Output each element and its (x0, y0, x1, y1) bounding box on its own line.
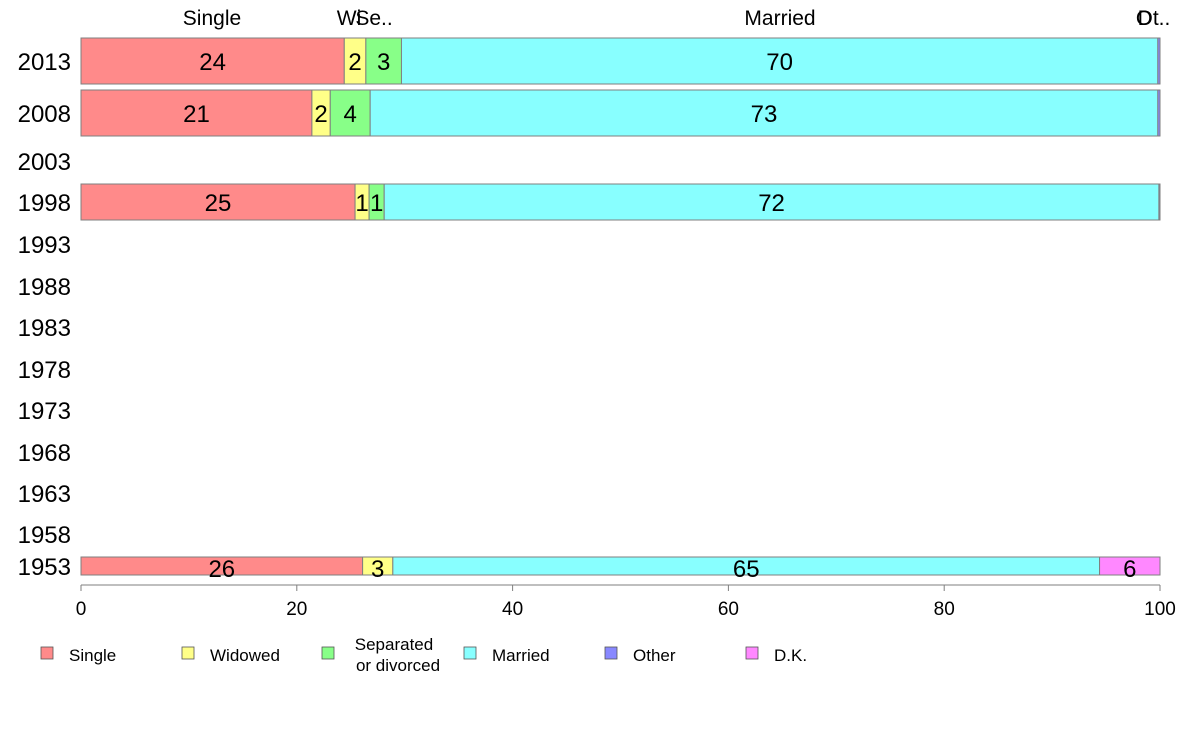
top-label-wi: Wi (337, 7, 362, 30)
bar-1998-married (383, 183, 1160, 221)
year-label-1963: 1963 (18, 481, 71, 508)
legend-label: D.K. (774, 646, 807, 665)
legend-label: Widowed (210, 646, 280, 665)
data-label-1998-married: 72 (758, 190, 785, 217)
bar-1998-other (1158, 183, 1161, 221)
x-tick-label-0: 0 (76, 599, 87, 620)
data-label-2013-single: 24 (199, 49, 226, 76)
legend-item-married: Married (463, 646, 550, 665)
year-label-2008: 2008 (18, 101, 71, 128)
legend-swatch-d-k (745, 646, 759, 660)
x-tick-label-60: 60 (718, 599, 739, 620)
legend-label: Married (492, 646, 550, 665)
bar-2013-single (80, 37, 345, 85)
year-axis-labels: 2013 2008 2003 1998 1993 1988 1983 1978 1973 1968… (18, 49, 71, 581)
top-label-se: Se.. (355, 7, 392, 30)
legend-swatch-single (40, 646, 54, 660)
legend-label: Other (633, 646, 676, 665)
data-label-2008-separated-or-divorced: 4 (344, 101, 357, 128)
legend-swatch-separated-or-divorced (321, 646, 335, 660)
year-label-1978: 1978 (18, 357, 71, 384)
year-label-1983: 1983 (18, 315, 71, 342)
x-axis: 0 20 40 60 80 100 (76, 584, 1176, 620)
data-label-2008-married: 73 (751, 101, 778, 128)
legend-swatch-other (604, 646, 618, 660)
legend-label: Separated or divorced (355, 635, 440, 675)
data-label-2008-single: 21 (183, 101, 210, 128)
top-label-married: Married (744, 7, 815, 30)
data-label-2013-widowed: 2 (348, 49, 361, 76)
data-label-1953-married: 65 (733, 556, 760, 583)
year-label-1993: 1993 (18, 232, 71, 259)
year-label-2003: 2003 (18, 149, 71, 176)
year-label-1973: 1973 (18, 398, 71, 425)
legend-label: Single (69, 646, 116, 665)
top-label-dt: Dt.. (1138, 7, 1171, 30)
year-label-1968: 1968 (18, 440, 71, 467)
bar-1953-d-k (1099, 556, 1161, 576)
data-label-2008-widowed: 2 (314, 101, 327, 128)
bar-row-1953: 26 3 65 6 (80, 556, 1161, 583)
x-tick-label-80: 80 (934, 599, 955, 620)
year-label-1958: 1958 (18, 522, 71, 549)
bar-2008-other (1157, 89, 1161, 137)
data-label-1998-single: 25 (205, 190, 232, 217)
data-label-1953-widowed: 3 (371, 556, 384, 583)
legend-swatch-widowed (181, 646, 195, 660)
top-label-o: O (1136, 7, 1152, 30)
data-label-1953-d-k: 6 (1123, 556, 1136, 583)
bar-row-2008: 21 2 4 73 (80, 89, 1161, 137)
legend-item-separated-or-divorced: Separated or divorced (321, 635, 440, 675)
data-label-1998-separated-or-divorced: 1 (370, 190, 383, 217)
year-label-1988: 1988 (18, 274, 71, 301)
bar-2013-separated-or-divorced (365, 37, 402, 85)
legend: Single Widowed Separated or divorced Married… (40, 635, 807, 675)
data-label-1953-single: 26 (208, 556, 235, 583)
x-tick-label-40: 40 (502, 599, 523, 620)
legend-item-d-k: D.K. (745, 646, 807, 665)
legend-item-single: Single (40, 646, 116, 665)
year-label-2013: 2013 (18, 49, 71, 76)
legend-item-widowed: Widowed (181, 646, 280, 665)
data-label-2013-married: 70 (766, 49, 793, 76)
legend-swatch-married (463, 646, 477, 660)
bar-row-1998: 25 1 1 72 (80, 183, 1161, 221)
bar-2008-married (369, 89, 1159, 137)
bar-row-2013: 24 2 3 70 (80, 37, 1161, 85)
x-tick-label-100: 100 (1144, 599, 1176, 620)
data-label-2013-separated-or-divorced: 3 (377, 49, 390, 76)
top-label-single: Single (183, 7, 241, 30)
x-tick-label-20: 20 (286, 599, 307, 620)
year-label-1953: 1953 (18, 554, 71, 581)
year-label-1998: 1998 (18, 190, 71, 217)
data-label-1998-widowed: 1 (355, 190, 368, 217)
legend-item-other: Other (604, 646, 676, 665)
bar-2013-married (400, 37, 1159, 85)
bar-2013-other (1157, 37, 1161, 85)
